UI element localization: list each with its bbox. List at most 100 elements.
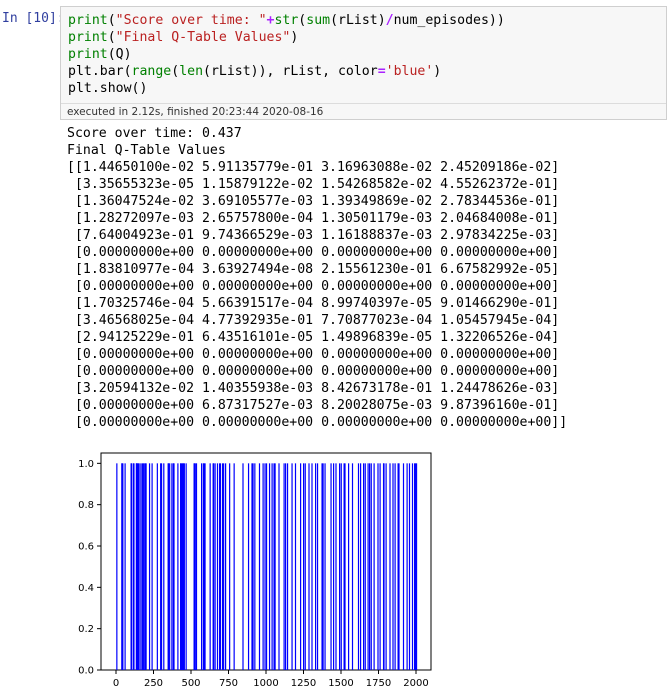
code-token: num_episodes)) (393, 13, 505, 28)
y-tick-label: 0.0 (78, 666, 94, 677)
code-token: ( (107, 13, 116, 28)
code-token: len (179, 64, 204, 79)
chart-bar (139, 463, 141, 670)
y-tick-label: 0.6 (78, 542, 94, 553)
code-cell[interactable]: print("Score over time: "+str(sum(rList)… (60, 6, 667, 120)
chart-bar (137, 463, 139, 670)
output-line: Score over time: 0.437 (67, 126, 242, 141)
chart-bar (294, 463, 297, 670)
chart-bar (142, 463, 144, 670)
output-line: [1.36047524e-02 3.69105577e-03 1.3934986… (67, 194, 560, 209)
chart-bar (351, 463, 354, 670)
chart-bar (222, 463, 224, 670)
chart-bar (300, 463, 302, 670)
chart-bar (169, 463, 171, 670)
output-line: [3.35655323e-05 1.15879122e-02 1.5426858… (67, 177, 560, 192)
code-token: / (385, 13, 394, 28)
chart-bar (264, 463, 266, 670)
code-token: ( (171, 64, 180, 79)
y-tick-label: 0.8 (78, 500, 94, 511)
code-token: print (68, 47, 108, 62)
bar-chart: 0 250 500 750 1000 1250 1500 1750 2000 0.0 0.2 0.4 0… (78, 452, 432, 689)
x-tick-label: 1250 (291, 678, 316, 689)
chart-bar (177, 463, 179, 670)
output-line: [7.64004923e-01 9.74366529e-03 1.1618883… (67, 228, 560, 243)
chart-bar (247, 463, 250, 670)
chart-bar (185, 463, 187, 670)
chart-bar (397, 463, 399, 670)
chart-bar (133, 463, 135, 670)
chart-bar (201, 463, 203, 670)
output-line: [1.83810977e-04 3.63927494e-08 2.1556123… (67, 262, 560, 277)
chart-bar (143, 463, 145, 670)
chart-bar (278, 463, 280, 670)
chart-bar (209, 463, 211, 670)
code-line: plt.show() (68, 81, 147, 96)
chart-bar (136, 463, 138, 670)
code-token: str (274, 13, 299, 28)
chart-bar (394, 463, 396, 670)
chart-bar (308, 463, 310, 670)
code-token: 'blue' (385, 64, 434, 79)
output-line: [3.20594132e-02 1.40355938e-03 8.4267317… (67, 381, 560, 396)
chart-bar (311, 463, 313, 670)
chart-bar (321, 463, 323, 670)
code-line: print("Final Q-Table Values") (68, 30, 298, 45)
chart-bar (193, 463, 196, 670)
chart-bar (160, 463, 163, 670)
chart-bar (172, 463, 174, 670)
x-tick-label: 1750 (366, 678, 391, 689)
chart-bar (348, 463, 350, 670)
cell-prompt: In [10]: (2, 11, 65, 26)
chart-bar (370, 463, 372, 670)
code-token: ( (107, 30, 116, 45)
y-tick-label: 0.2 (78, 624, 94, 635)
output-line: [0.00000000e+00 0.00000000e+00 0.0000000… (67, 245, 560, 260)
chart-bar (392, 463, 394, 670)
code-token: range (131, 64, 172, 79)
code-token: "Score over time: " (115, 13, 267, 28)
output-line: Final Q-Table Values (67, 143, 226, 158)
code-token: plt.bar( (68, 64, 132, 79)
code-token: (rList) (330, 13, 386, 28)
chart-bar (156, 463, 158, 670)
chart-bar (274, 463, 276, 670)
chart-bar (330, 463, 332, 670)
chart-bar (160, 463, 162, 670)
chart-bar (219, 463, 222, 670)
output-line: [2.94125229e-01 6.43516101e-05 1.4989683… (67, 330, 560, 345)
chart-bar (203, 463, 205, 670)
chart-bar (251, 463, 253, 670)
code-token: sum (306, 13, 331, 28)
code-token: print (68, 30, 108, 45)
chart-bar (398, 463, 400, 670)
chart-bar (357, 463, 360, 670)
chart-bar (304, 463, 306, 670)
x-tick-label: 500 (181, 678, 200, 689)
chart-bar (408, 463, 411, 670)
chart-bar (364, 463, 366, 670)
code-token: (Q) (107, 47, 132, 62)
code-token: (rList)), rList, color (203, 64, 378, 79)
chart-bar (360, 463, 362, 670)
y-tick-label: 0.4 (78, 583, 94, 594)
code-token: = (377, 64, 386, 79)
chart-bar (363, 463, 365, 670)
code-token: + (266, 13, 275, 28)
chart-bar (214, 463, 216, 670)
x-tick-label: 750 (219, 678, 238, 689)
chart-bar (315, 463, 317, 670)
chart-bar (183, 463, 185, 670)
chart-bar (344, 463, 346, 670)
chart-bar (373, 463, 375, 670)
chart-bar (286, 463, 289, 670)
chart-bar (265, 463, 268, 670)
chart-bar (144, 463, 146, 670)
x-tick-label: 250 (144, 678, 163, 689)
chart-bar (389, 463, 391, 670)
code-token: ) (290, 30, 299, 45)
code-line: print("Score over time: "+str(sum(rList)… (68, 13, 505, 28)
chart-bar (151, 463, 153, 670)
code-token: ( (298, 13, 307, 28)
chart-bar (383, 463, 385, 670)
